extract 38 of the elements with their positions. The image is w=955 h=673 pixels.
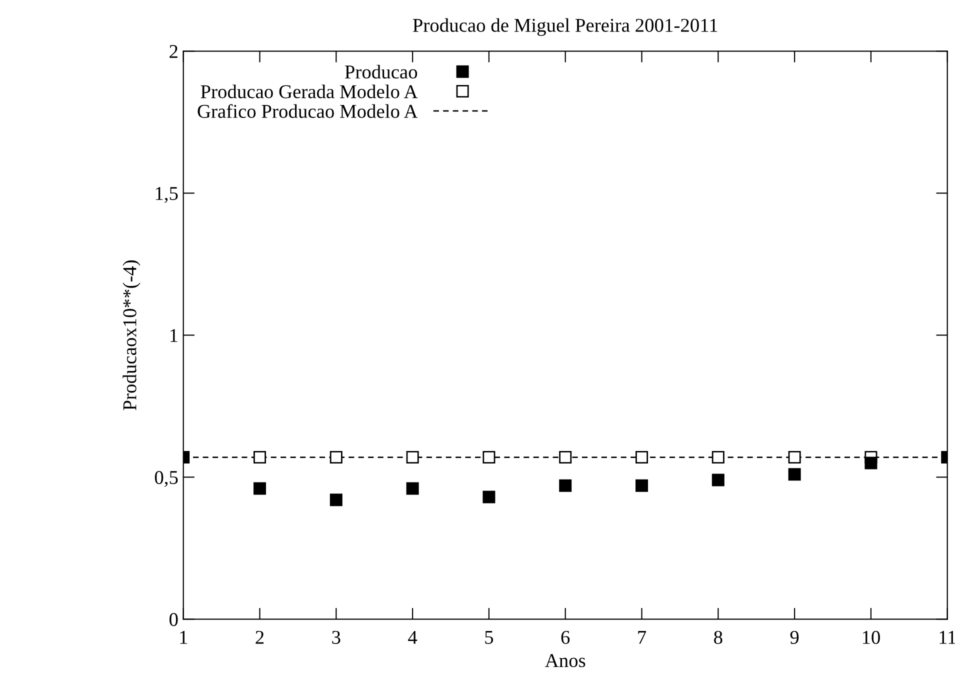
point bbox=[788, 451, 801, 464]
y-tick-label: 0,5 bbox=[154, 470, 178, 487]
y-axis-title: Producaox10**(-4) bbox=[122, 260, 140, 410]
point bbox=[406, 482, 419, 495]
x-axis-title: Anos bbox=[545, 654, 586, 668]
point bbox=[330, 494, 342, 506]
point bbox=[559, 451, 572, 464]
x-tick-label: 4 bbox=[408, 630, 418, 644]
y-tick-label: 1,5 bbox=[156, 187, 178, 203]
point bbox=[406, 451, 419, 464]
point bbox=[330, 451, 342, 464]
x-tick-label: 6 bbox=[561, 630, 570, 644]
point bbox=[559, 479, 572, 492]
point bbox=[864, 456, 878, 470]
point bbox=[712, 474, 724, 486]
x-tick-label: 8 bbox=[714, 630, 722, 644]
point bbox=[712, 451, 724, 464]
point bbox=[254, 451, 266, 464]
x-tick-label: 9 bbox=[790, 630, 799, 644]
legend-label: Grafico Producao Modelo A bbox=[198, 104, 418, 118]
point bbox=[636, 451, 648, 464]
y-tick-label: 1 bbox=[170, 329, 178, 342]
chart-title: Producao de Miguel Pereira 2001-2011 bbox=[412, 18, 718, 36]
point bbox=[482, 490, 496, 504]
y-tick-label: 0 bbox=[170, 612, 178, 626]
point bbox=[482, 451, 496, 464]
point bbox=[636, 479, 648, 492]
x-tick-label: 5 bbox=[485, 631, 494, 644]
x-tick-label: 3 bbox=[332, 630, 340, 644]
x-tick-label: 7 bbox=[638, 631, 646, 644]
x-tick-label: 1 bbox=[180, 630, 188, 644]
y-tick-label: 2 bbox=[170, 45, 178, 58]
legend-label: Producao Gerada Modelo A bbox=[200, 84, 418, 98]
point bbox=[788, 468, 801, 481]
x-tick-label: 2 bbox=[256, 630, 264, 644]
point bbox=[254, 482, 266, 495]
legend-label: Producao bbox=[344, 64, 418, 79]
x-tick-label: 10 bbox=[862, 630, 880, 644]
